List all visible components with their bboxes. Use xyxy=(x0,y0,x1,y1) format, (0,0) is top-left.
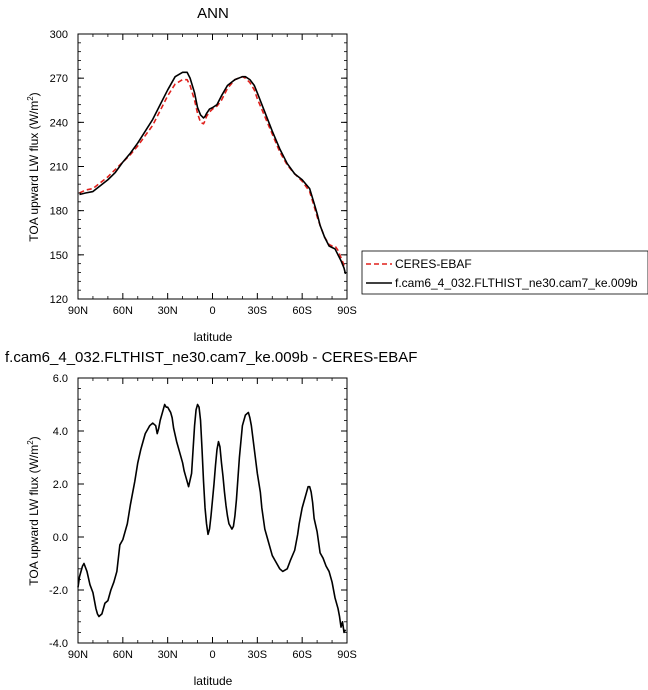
bottom-y-tick-label: 4.0 xyxy=(53,426,68,438)
legend-label-model: f.cam6_4_032.FLTHIST_ne30.cam7_ke.009b xyxy=(395,276,638,290)
top-axis-ticks: 90N 60N 30N 0 30S 60S 90S 120 150 180 210 240 270 300 xyxy=(50,29,357,317)
top-series-group xyxy=(79,71,347,275)
bottom-x-tick-label: 0 xyxy=(209,649,215,661)
top-plot-frame xyxy=(77,33,348,300)
legend-box xyxy=(361,250,648,295)
top-x-tick-label: 90S xyxy=(337,305,357,317)
bottom-x-tick-label: 60N xyxy=(113,649,133,661)
top-y-tick-label: 240 xyxy=(50,117,68,129)
top-x-tick-label: 90N xyxy=(68,305,88,317)
top-x-tick-label: 30S xyxy=(248,305,268,317)
top-panel: ANN 90N 60N 30N 0 30S 60S 90S 120 150 180 210 240 27… xyxy=(26,5,648,344)
bottom-y-axis-title: TOA upward LW flux (W/m2) xyxy=(26,436,41,585)
legend-label-ceres: CERES-EBAF xyxy=(395,257,472,271)
top-y-tick-label: 180 xyxy=(50,206,68,218)
top-x-tick-label: 0 xyxy=(209,305,215,317)
bottom-y-tick-label: -4.0 xyxy=(49,638,68,650)
top-y-tick-label: 300 xyxy=(50,29,68,41)
top-series-line-0 xyxy=(79,75,347,269)
top-y-tick-label: 150 xyxy=(50,250,68,262)
top-y-tick-label: 210 xyxy=(50,162,68,174)
bottom-x-tick-label: 90S xyxy=(337,649,357,661)
bottom-x-tick-label: 30N xyxy=(158,649,178,661)
legend: CERES-EBAF f.cam6_4_032.FLTHIST_ne30.cam… xyxy=(361,250,648,295)
top-y-tick-label: 270 xyxy=(50,73,68,85)
bottom-plot-frame xyxy=(77,377,348,644)
bottom-panel: f.cam6_4_032.FLTHIST_ne30.cam7_ke.009b -… xyxy=(5,349,417,688)
bottom-y-tick-label: 0.0 xyxy=(53,532,68,544)
top-y-axis-title: TOA upward LW flux (W/m2) xyxy=(26,92,41,241)
top-panel-title: ANN xyxy=(197,5,229,22)
bottom-series-line-0 xyxy=(77,403,347,634)
top-x-tick-label: 60N xyxy=(113,305,133,317)
bottom-y-tick-label: 6.0 xyxy=(53,373,68,385)
bottom-y-tick-label: 2.0 xyxy=(53,479,68,491)
bottom-axis-ticks: 90N 60N 30N 0 30S 60S 90S -4.0 -2.0 0.0 2.0 4.0 6.0 xyxy=(49,373,357,661)
bottom-x-tick-label: 90N xyxy=(68,649,88,661)
bottom-y-tick-label: -2.0 xyxy=(49,585,68,597)
bottom-series-group xyxy=(77,403,347,634)
top-y-tick-label: 120 xyxy=(50,294,68,306)
top-x-axis-title: latitude xyxy=(194,330,233,344)
bottom-x-axis-title: latitude xyxy=(194,674,233,688)
bottom-panel-title: f.cam6_4_032.FLTHIST_ne30.cam7_ke.009b -… xyxy=(5,349,417,366)
top-series-line-1 xyxy=(79,71,347,275)
bottom-x-tick-label: 30S xyxy=(248,649,268,661)
top-x-tick-label: 30N xyxy=(158,305,178,317)
top-x-tick-label: 60S xyxy=(292,305,312,317)
bottom-x-tick-label: 60S xyxy=(292,649,312,661)
